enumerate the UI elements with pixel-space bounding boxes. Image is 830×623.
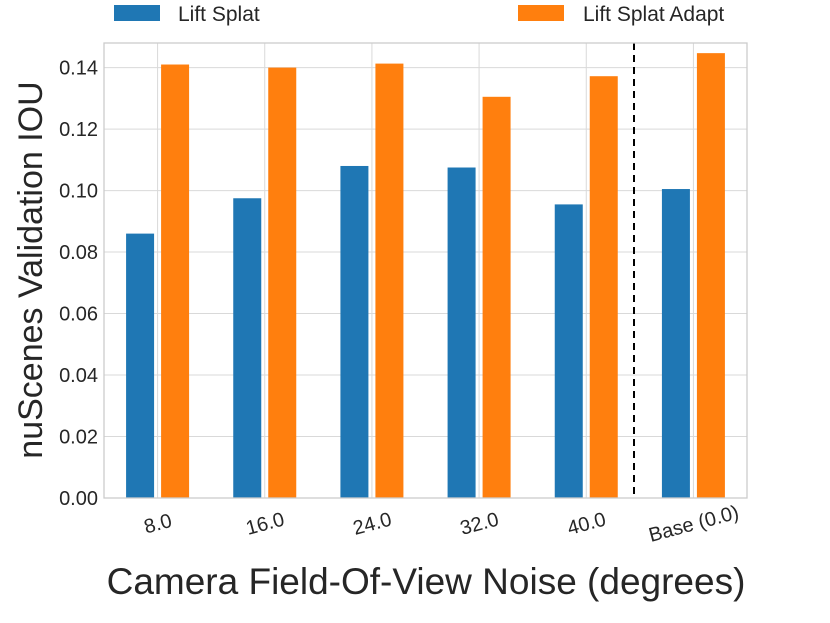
bar-lift-splat — [447, 167, 476, 498]
plot-frame — [103, 42, 748, 499]
legend-label-lift-splat: Lift Splat — [178, 3, 260, 26]
legend-swatch-lift-splat — [114, 5, 160, 21]
bar-lift-splat — [233, 198, 262, 499]
y-tick-label: 0.12 — [59, 119, 98, 141]
x-tick-label: 32.0 — [458, 509, 501, 540]
x-tick-label: 16.0 — [244, 509, 287, 540]
bar-lift-splat-adapt — [482, 96, 511, 499]
x-tick-label: 8.0 — [142, 510, 175, 538]
x-tick-labels: 8.0 16.0 24.0 32.0 40.0 Base (0.0) — [142, 502, 742, 547]
grid — [104, 43, 747, 499]
x-axis-title: Camera Field-Of-View Noise (degrees) — [107, 561, 746, 602]
legend-swatch-lift-splat-adapt — [518, 5, 564, 21]
x-tick-label: 24.0 — [351, 509, 394, 540]
bar-lift-splat-adapt — [268, 67, 297, 498]
x-tick-label: Base (0.0) — [646, 502, 741, 547]
y-tick-label: 0.10 — [59, 181, 98, 203]
bars — [126, 53, 725, 499]
y-tick-label: 0.14 — [59, 58, 98, 80]
bar-lift-splat-adapt — [589, 76, 618, 499]
y-tick-label: 0.00 — [59, 488, 98, 510]
x-tick-label: 40.0 — [565, 509, 608, 540]
y-tick-label: 0.06 — [59, 304, 98, 326]
bar-lift-splat — [661, 189, 690, 499]
bar-lift-splat — [126, 233, 155, 499]
legend-label-lift-splat-adapt: Lift Splat Adapt — [583, 3, 724, 26]
bar-lift-splat — [340, 165, 369, 499]
y-axis-title: nuScenes Validation IOU — [12, 81, 50, 458]
bar-lift-splat-adapt — [161, 64, 190, 499]
y-tick-labels: 0.00 0.02 0.04 0.06 0.08 0.10 0.12 0.14 — [59, 58, 98, 510]
y-tick-label: 0.02 — [59, 427, 98, 449]
bar-lift-splat-adapt — [696, 53, 725, 499]
bar-lift-splat-adapt — [375, 63, 404, 499]
bar-lift-splat — [554, 204, 583, 498]
y-tick-label: 0.08 — [59, 242, 98, 264]
y-tick-label: 0.04 — [59, 365, 98, 387]
legend: Lift Splat Lift Splat Adapt — [114, 3, 724, 26]
